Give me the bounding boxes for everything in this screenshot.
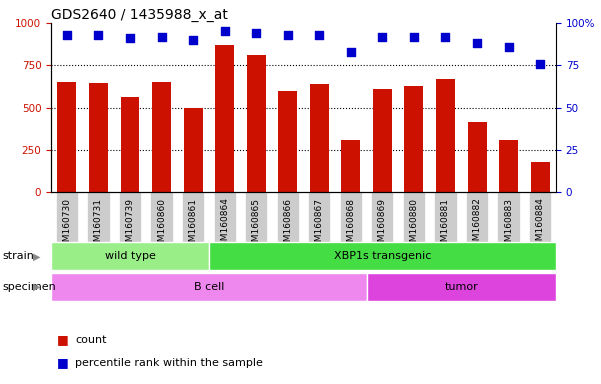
- Point: [346, 49, 356, 55]
- Bar: [436, 79, 455, 192]
- Text: GDS2640 / 1435988_x_at: GDS2640 / 1435988_x_at: [51, 8, 228, 22]
- Bar: [367, 273, 556, 301]
- Point: [62, 32, 72, 38]
- Bar: [247, 55, 266, 192]
- Point: [535, 61, 545, 67]
- Point: [94, 32, 103, 38]
- Point: [220, 28, 230, 35]
- Point: [157, 33, 166, 40]
- Bar: [373, 89, 392, 192]
- Bar: [468, 122, 487, 192]
- Text: ■: ■: [57, 333, 69, 346]
- Bar: [404, 86, 423, 192]
- Text: ■: ■: [57, 356, 69, 369]
- Bar: [184, 108, 203, 192]
- Point: [188, 37, 198, 43]
- Text: count: count: [75, 335, 106, 345]
- Bar: [89, 83, 108, 192]
- Point: [504, 44, 513, 50]
- Text: percentile rank within the sample: percentile rank within the sample: [75, 358, 263, 368]
- Bar: [215, 45, 234, 192]
- Bar: [152, 82, 171, 192]
- Text: ▶: ▶: [33, 251, 40, 262]
- Text: XBP1s transgenic: XBP1s transgenic: [334, 251, 431, 262]
- Point: [283, 32, 293, 38]
- Text: tumor: tumor: [444, 282, 478, 292]
- Bar: [51, 243, 209, 270]
- Text: specimen: specimen: [2, 282, 56, 292]
- Point: [441, 33, 450, 40]
- Text: B cell: B cell: [194, 282, 224, 292]
- Point: [472, 40, 482, 46]
- Bar: [51, 273, 367, 301]
- Text: ▶: ▶: [33, 282, 40, 292]
- Point: [409, 33, 419, 40]
- Bar: [310, 84, 329, 192]
- Bar: [341, 140, 360, 192]
- Point: [125, 35, 135, 41]
- Bar: [278, 91, 297, 192]
- Bar: [499, 141, 518, 192]
- Bar: [209, 243, 556, 270]
- Point: [314, 32, 324, 38]
- Bar: [58, 82, 76, 192]
- Bar: [531, 162, 550, 192]
- Text: wild type: wild type: [105, 251, 156, 262]
- Point: [251, 30, 261, 36]
- Text: strain: strain: [2, 251, 34, 262]
- Point: [377, 33, 387, 40]
- Bar: [121, 96, 139, 192]
